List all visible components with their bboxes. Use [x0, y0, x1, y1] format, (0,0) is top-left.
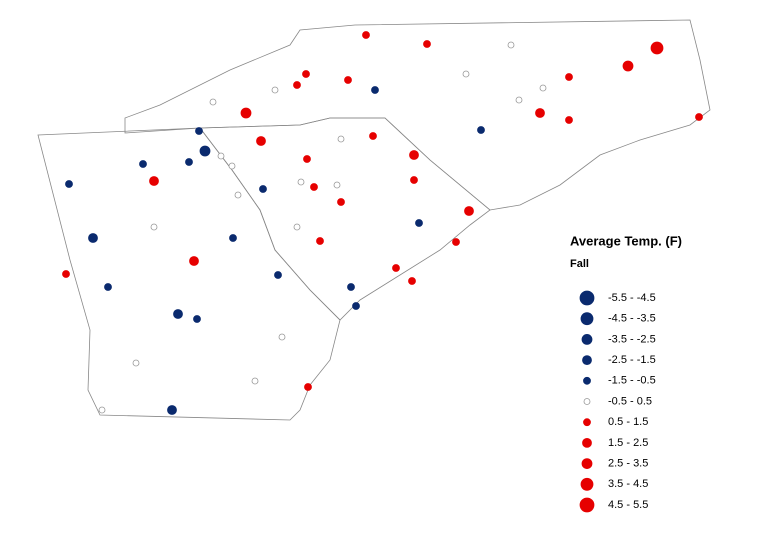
station	[477, 126, 485, 134]
station	[209, 98, 217, 106]
station	[337, 198, 345, 206]
legend-symbol	[582, 355, 592, 366]
station	[167, 405, 177, 415]
legend-title: Average Temp. (F)	[570, 233, 682, 248]
station	[173, 309, 183, 319]
station	[408, 277, 416, 285]
legend-symbol	[581, 458, 593, 470]
station	[371, 86, 379, 94]
legend-label: 2.5 - 3.5	[608, 458, 648, 470]
station	[369, 132, 377, 140]
station	[333, 181, 341, 189]
legend-label: 1.5 - 2.5	[608, 437, 648, 449]
station	[565, 116, 573, 124]
station	[362, 31, 370, 39]
station	[234, 191, 242, 199]
station	[415, 219, 423, 227]
north-carolina	[124, 19, 711, 211]
station	[392, 264, 400, 272]
station	[464, 206, 474, 216]
station	[256, 136, 266, 146]
station	[259, 185, 267, 193]
station	[104, 283, 112, 291]
station	[62, 270, 70, 278]
station	[409, 150, 419, 160]
legend-label: 4.5 - 5.5	[608, 499, 648, 511]
station	[297, 178, 305, 186]
legend-label: -4.5 - -3.5	[608, 313, 656, 325]
station	[185, 158, 193, 166]
station	[293, 223, 301, 231]
station	[278, 333, 286, 341]
station	[139, 160, 147, 168]
georgia	[37, 127, 341, 421]
station	[189, 256, 199, 266]
station	[274, 271, 282, 279]
legend-symbol	[579, 497, 595, 513]
station	[98, 406, 106, 414]
station	[228, 162, 236, 170]
station	[347, 283, 355, 291]
station	[193, 315, 201, 323]
station	[452, 238, 460, 246]
station	[423, 40, 431, 48]
station	[293, 81, 301, 89]
legend-symbol	[581, 333, 593, 345]
station	[337, 135, 345, 143]
legend-label: -3.5 - -2.5	[608, 333, 656, 345]
station	[149, 176, 159, 186]
station	[217, 152, 225, 160]
station	[695, 113, 703, 121]
station	[304, 383, 312, 391]
station	[507, 41, 515, 49]
south-carolina	[199, 117, 491, 321]
station	[240, 107, 252, 119]
station	[310, 183, 318, 191]
station	[199, 145, 211, 157]
legend-label: -1.5 - -0.5	[608, 375, 656, 387]
station	[622, 60, 634, 72]
station	[229, 234, 237, 242]
station	[515, 96, 523, 104]
station	[535, 108, 545, 118]
legend-label: 3.5 - 4.5	[608, 478, 648, 490]
legend-symbol	[580, 312, 594, 326]
legend-symbol	[582, 437, 592, 448]
station	[251, 377, 259, 385]
station	[150, 223, 158, 231]
station	[65, 180, 73, 188]
legend-subtitle: Fall	[570, 258, 589, 270]
station	[195, 127, 203, 135]
station	[303, 155, 311, 163]
legend-symbol	[579, 290, 595, 306]
station	[410, 176, 418, 184]
legend-symbol	[580, 477, 594, 491]
legend-label: -2.5 - -1.5	[608, 354, 656, 366]
station	[565, 73, 573, 81]
station	[271, 86, 279, 94]
legend-symbol	[583, 376, 591, 385]
station	[650, 41, 664, 55]
legend-symbol	[583, 418, 591, 427]
station	[88, 233, 98, 243]
station	[344, 76, 352, 84]
legend-symbol	[583, 398, 591, 405]
legend-label: 0.5 - 1.5	[608, 416, 648, 428]
state-outlines	[37, 19, 711, 421]
legend-label: -5.5 - -4.5	[608, 292, 656, 304]
station	[132, 359, 140, 367]
station	[302, 70, 310, 78]
legend-label: -0.5 - 0.5	[608, 395, 652, 407]
station	[539, 84, 547, 92]
station	[462, 70, 470, 78]
station	[316, 237, 324, 245]
station	[352, 302, 360, 310]
